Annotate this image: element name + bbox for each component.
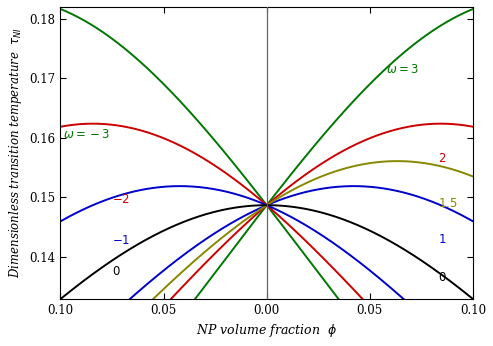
Y-axis label: Dimensionless transition temperature  $\tau_{NI}$: Dimensionless transition temperature $\t… <box>7 27 24 279</box>
Text: $-1$: $-1$ <box>112 234 130 247</box>
Text: $\omega = 3$: $\omega = 3$ <box>387 63 419 76</box>
Text: $-2$: $-2$ <box>112 193 130 206</box>
Text: $1.5$: $1.5$ <box>438 197 458 210</box>
X-axis label: NP volume fraction  $\phi$: NP volume fraction $\phi$ <box>196 322 337 339</box>
Text: $0$: $0$ <box>112 265 121 278</box>
Text: $\omega = -3$: $\omega = -3$ <box>63 128 110 142</box>
Text: $2$: $2$ <box>438 152 446 165</box>
Text: $0$: $0$ <box>438 271 447 284</box>
Text: $1$: $1$ <box>438 233 446 246</box>
